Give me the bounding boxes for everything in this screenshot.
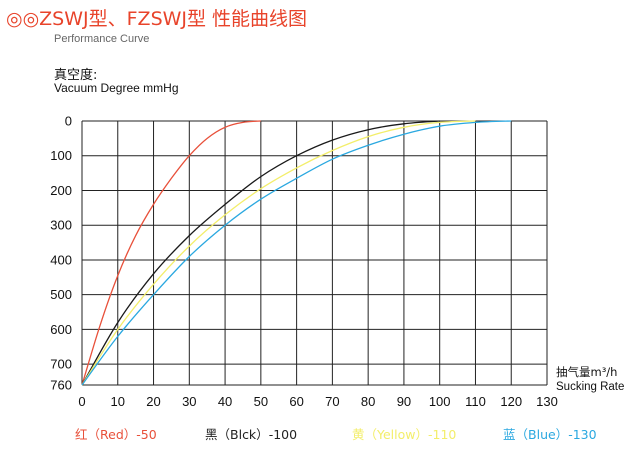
y-tick-label: 600	[50, 322, 72, 337]
series-line-4	[81, 120, 512, 386]
legend-item-label: （Red）	[87, 427, 137, 442]
legend-item: 蓝（Blue）-130	[503, 424, 597, 443]
y-tick-label: 0	[65, 114, 72, 129]
y-tick-label: 500	[50, 287, 72, 302]
legend-item-label: （Blue）	[515, 427, 569, 442]
series-line-1	[81, 120, 261, 386]
legend-item-label: （Yellow）	[364, 427, 428, 442]
x-tick-label: 60	[289, 394, 303, 409]
x-tick-label: 30	[182, 394, 196, 409]
legend-item: 黄（Yellow）-110	[352, 424, 456, 443]
legend-item-prefix: 蓝	[503, 427, 516, 442]
x-tick-label: 50	[254, 394, 268, 409]
legend-item-value: -130	[568, 427, 597, 442]
x-tick-label: 10	[111, 394, 125, 409]
chart-subtitle: Performance Curve	[54, 33, 150, 45]
x-tick-label: 80	[361, 394, 375, 409]
x-tick-label: 120	[500, 394, 522, 409]
legend-item-prefix: 黄	[352, 427, 365, 442]
x-tick-label: 0	[78, 394, 85, 409]
legend-item-value: -100	[268, 427, 298, 442]
x-axis-label: 抽气量m³/h	[556, 365, 617, 379]
chart-title: ◎◎ZSWJ型、FZSWJ型 性能曲线图	[6, 8, 308, 30]
legend-item-value: -50	[136, 427, 157, 442]
y-tick-label: 700	[50, 357, 72, 372]
legend-item-label: （Blck）	[217, 427, 269, 442]
legend-item-prefix: 红	[75, 427, 88, 442]
legend-item: 黑（Blck）-100	[205, 424, 297, 443]
x-tick-label: 40	[218, 394, 232, 409]
legend-item-prefix: 黑	[205, 427, 218, 442]
legend-item-value: -110	[428, 427, 457, 442]
y-tick-label: 760	[50, 378, 72, 393]
x-tick-label: 70	[325, 394, 339, 409]
x-tick-label: 90	[397, 394, 411, 409]
x-tick-label: 130	[536, 394, 558, 409]
y-tick-label: 300	[50, 218, 72, 233]
y-tick-label: 200	[50, 183, 72, 198]
legend-item: 红（Red）-50	[75, 424, 157, 443]
x-tick-label: 20	[146, 394, 160, 409]
y-axis-label: 真空度:	[54, 68, 98, 83]
x-tick-label: 100	[429, 394, 451, 409]
x-axis-label-en: Sucking Rate	[556, 381, 624, 393]
y-tick-label: 400	[50, 252, 72, 267]
y-axis-label-en: Vacuum Degree mmHg	[54, 81, 179, 95]
series-line-3	[81, 120, 476, 386]
y-tick-label: 100	[50, 148, 72, 163]
x-tick-label: 110	[465, 394, 486, 409]
series-line-2	[81, 120, 440, 386]
